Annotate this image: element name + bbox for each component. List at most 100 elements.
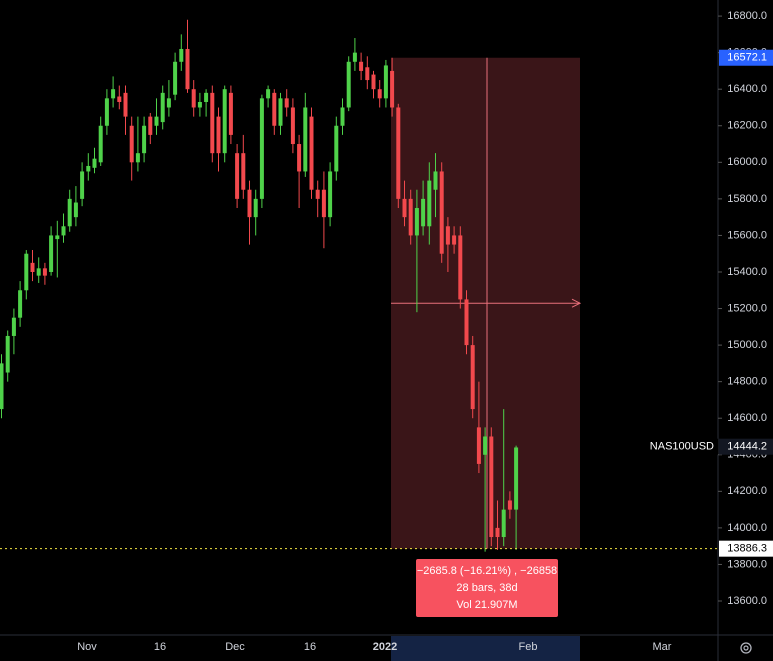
- candle-body: [104, 98, 109, 126]
- time-range-highlight: [391, 636, 580, 661]
- y-tick-label: 16200.0: [727, 120, 767, 132]
- symbol-tag: [656, 438, 718, 455]
- candle-body: [235, 153, 240, 199]
- candle-body: [36, 268, 41, 276]
- y-tick-label: 16400.0: [727, 83, 767, 95]
- measure-price-tag: [719, 49, 773, 66]
- y-tick-label: 13600.0: [727, 595, 767, 607]
- candle-body: [86, 165, 91, 172]
- symbol-label: NAS100USD: [650, 441, 714, 453]
- settings-gear-center: [743, 645, 749, 651]
- crosshair-price-label: 13886.3: [727, 543, 767, 555]
- last-price-tag: [719, 438, 773, 455]
- candle-body: [24, 253, 29, 291]
- measure-info-line: Vol 21.907M: [456, 599, 517, 611]
- candle-body: [228, 92, 233, 135]
- candle-body: [340, 107, 345, 126]
- candle-body: [55, 235, 60, 240]
- candle-body: [210, 92, 215, 154]
- candle-body: [476, 427, 481, 464]
- y-tick-label: 14800.0: [727, 376, 767, 388]
- candle-body: [179, 48, 184, 62]
- candle-body: [272, 92, 277, 126]
- x-tick-label: Feb: [519, 641, 538, 653]
- candle-body: [377, 89, 382, 99]
- measure-info-line: 28 bars, 38d: [456, 582, 517, 594]
- candle-body: [5, 335, 10, 373]
- measure-price-label: 16572.1: [727, 52, 767, 64]
- candle-body: [92, 158, 97, 168]
- candle-body: [421, 198, 426, 227]
- y-tick-label: 15000.0: [727, 339, 767, 351]
- candle-body: [266, 89, 271, 99]
- candle-body: [61, 226, 66, 236]
- candle-body: [129, 125, 134, 163]
- y-tick-label: 16800.0: [727, 10, 767, 22]
- candle-body: [414, 208, 419, 236]
- y-tick-label: 15800.0: [727, 193, 767, 205]
- candle-body: [160, 92, 165, 123]
- x-tick-label: 2022: [373, 641, 397, 653]
- candle-body: [433, 171, 438, 190]
- candle-body: [303, 107, 308, 172]
- candle-body: [439, 171, 444, 254]
- candle-body: [111, 89, 116, 99]
- candle-body: [427, 180, 432, 227]
- candle-body: [148, 116, 153, 135]
- candle-body: [11, 317, 16, 336]
- y-tick-label: 15200.0: [727, 302, 767, 314]
- candle-body: [445, 226, 450, 245]
- candle-body: [135, 153, 140, 163]
- candle-body: [489, 436, 494, 538]
- candle-body: [365, 67, 370, 81]
- candle-body: [309, 116, 314, 190]
- candle-body: [328, 171, 333, 218]
- candle-body: [371, 74, 376, 90]
- candle-body: [383, 65, 388, 99]
- measure-info-line: −2685.8 (−16.21%) , −26858: [417, 565, 557, 577]
- candle-body: [0, 363, 4, 410]
- candle-body: [42, 268, 47, 276]
- candle-body: [49, 235, 54, 272]
- candle-body: [67, 198, 72, 227]
- candle-body: [191, 89, 196, 108]
- y-tick-label: 14000.0: [727, 522, 767, 534]
- candle-body: [123, 92, 128, 117]
- candle-body: [18, 290, 23, 318]
- y-tick-label: 15400.0: [727, 266, 767, 278]
- candle-body: [359, 61, 364, 71]
- candle-body: [390, 70, 395, 108]
- candle-body: [402, 198, 407, 218]
- candle-body: [297, 144, 302, 172]
- candle-body: [98, 125, 103, 163]
- y-tick-label: 16000.0: [727, 156, 767, 168]
- y-tick-label: 14600.0: [727, 412, 767, 424]
- candle-body: [452, 235, 457, 245]
- candle-body: [80, 171, 85, 199]
- y-tick-label: 14200.0: [727, 485, 767, 497]
- candle-body: [483, 436, 488, 455]
- x-tick-label: 16: [304, 641, 316, 653]
- settings-icon[interactable]: [740, 642, 752, 654]
- crosshair-price-tag: [719, 540, 773, 557]
- candle-body: [507, 500, 512, 510]
- candle-body: [259, 98, 264, 199]
- candle-body: [470, 345, 475, 410]
- last-price-label: 14444.2: [727, 441, 767, 453]
- x-tick-label: 16: [154, 641, 166, 653]
- candle-body: [185, 48, 190, 90]
- candle-body: [408, 198, 413, 236]
- candle-body: [216, 116, 221, 154]
- candle-body: [197, 101, 202, 108]
- candle-body: [290, 107, 295, 145]
- measure-info-box: [416, 559, 558, 617]
- candle-body: [396, 107, 401, 199]
- candle-body: [117, 96, 122, 102]
- candle-body: [204, 92, 209, 102]
- candle-body: [346, 61, 351, 108]
- y-tick-label: 13800.0: [727, 558, 767, 570]
- candle-body: [321, 189, 326, 218]
- x-tick-label: Dec: [225, 641, 245, 653]
